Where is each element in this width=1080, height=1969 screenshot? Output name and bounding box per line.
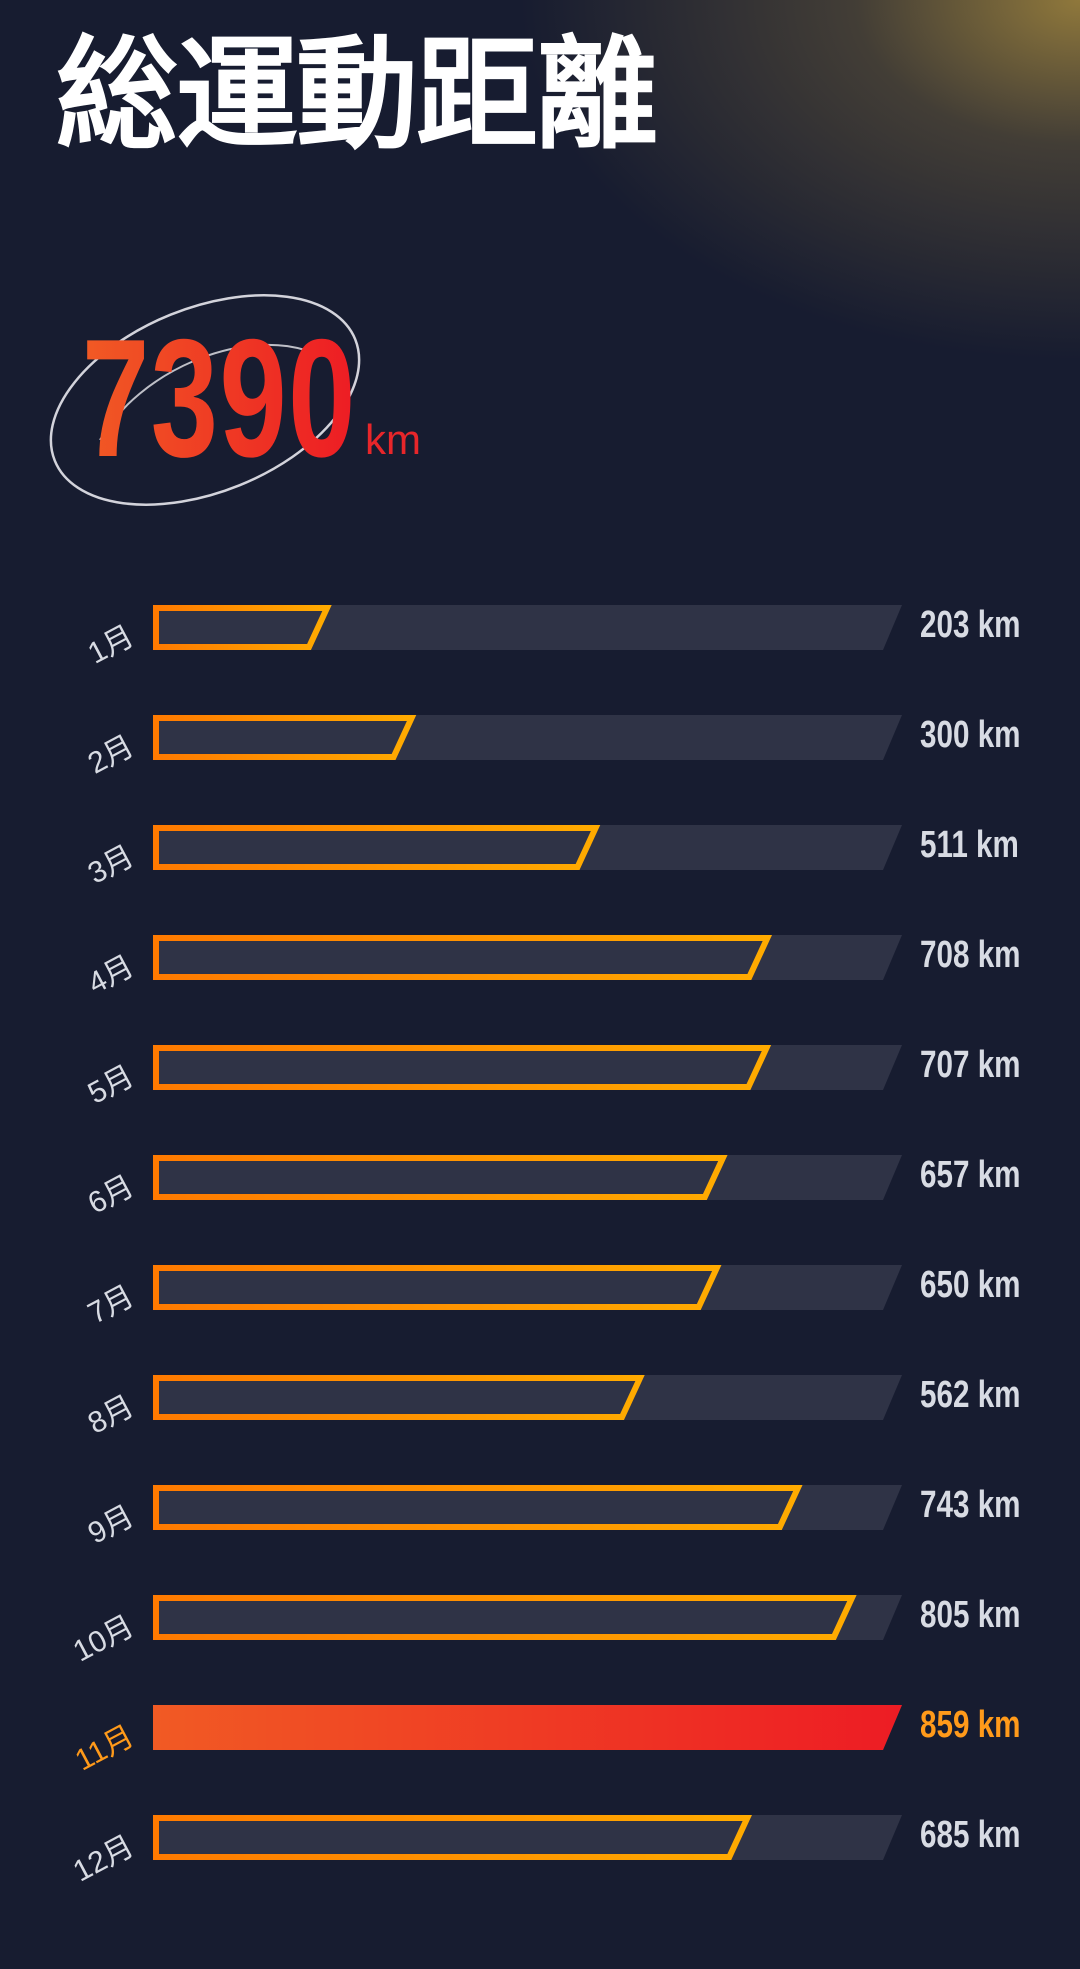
page-title: 総運動距離: [56, 24, 658, 166]
bar-track-9: [153, 1485, 902, 1530]
bar-track-3: [153, 825, 902, 870]
bar-2: [153, 715, 417, 760]
value-label: 743 km: [920, 1484, 1021, 1526]
bar-1: [153, 605, 332, 650]
bar-track-4: [153, 935, 902, 980]
value-label: 562 km: [920, 1374, 1021, 1416]
bar-9: [153, 1485, 803, 1530]
value-label: 685 km: [920, 1814, 1021, 1856]
value-label: 650 km: [920, 1264, 1021, 1306]
bar-track-1: [153, 605, 902, 650]
bar-12: [153, 1815, 752, 1860]
bar-track-6: [153, 1155, 902, 1200]
sketch-circle-decoration: [49, 294, 361, 506]
bar-5: [153, 1045, 772, 1090]
total-distance-value: 7390: [82, 304, 357, 492]
bar-3: [153, 825, 601, 870]
bar-6: [153, 1155, 728, 1200]
bar-8: [153, 1375, 645, 1420]
value-label: 203 km: [920, 604, 1021, 646]
bar-track-2: [153, 715, 902, 760]
bar-track-10: [153, 1595, 902, 1640]
bar-track-7: [153, 1265, 902, 1310]
value-label: 859 km: [920, 1704, 1021, 1746]
value-label: 805 km: [920, 1594, 1021, 1636]
value-label: 511 km: [920, 824, 1019, 866]
bar-10: [153, 1595, 857, 1640]
value-label: 708 km: [920, 934, 1021, 976]
value-label: 657 km: [920, 1154, 1021, 1196]
bar-track-12: [153, 1815, 902, 1860]
bar-track-5: [153, 1045, 902, 1090]
value-label: 707 km: [920, 1044, 1021, 1086]
bar-7: [153, 1265, 722, 1310]
bar-11: [153, 1705, 902, 1750]
total-distance-unit: km: [365, 416, 421, 463]
bar-track-8: [153, 1375, 902, 1420]
bar-4: [153, 935, 773, 980]
value-label: 300 km: [920, 714, 1021, 756]
